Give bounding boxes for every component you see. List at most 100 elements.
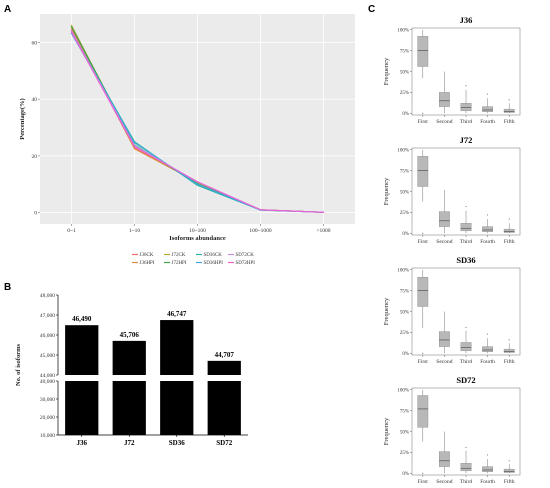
- box-outlier: [508, 460, 510, 462]
- y-tick-label: 75%: [400, 409, 409, 414]
- box-outlier: [508, 339, 510, 341]
- x-tick-label: J36: [77, 439, 88, 447]
- box-iqr: [439, 211, 450, 227]
- box-iqr: [482, 106, 493, 112]
- x-tick-label: Second: [436, 359, 452, 365]
- box-iqr: [503, 108, 515, 113]
- bar-lower-j36: [65, 381, 99, 435]
- box-panel-title: SD72: [456, 375, 475, 385]
- x-tick-label: J72: [124, 439, 135, 447]
- box-iqr: [460, 223, 472, 232]
- box-iqr: [503, 348, 515, 353]
- data-point-sd36hpi: [133, 142, 136, 144]
- y-tick-label: 25%: [400, 451, 409, 456]
- x-tick-label: >1000: [316, 228, 330, 234]
- x-tick-label: Fifth: [504, 118, 515, 125]
- x-tick-label: 10~100: [189, 228, 206, 234]
- y-tick-label: 46,000: [40, 333, 55, 339]
- box-iqr: [439, 92, 450, 107]
- data-point-sd72hpi: [322, 211, 325, 213]
- box-panel-title: J72: [460, 135, 473, 145]
- y-tick-label: 40: [32, 97, 38, 103]
- box-outlier: [487, 93, 489, 95]
- y-tick-label: 0%: [402, 232, 409, 237]
- y-tick-label: 50%: [400, 430, 409, 435]
- x-tick-label: First: [418, 479, 429, 485]
- y-tick-label: 0%: [402, 472, 409, 477]
- legend-label-j72hpi: J72HPI: [172, 261, 187, 266]
- box-outlier: [422, 352, 424, 354]
- x-tick-label: SD36: [169, 439, 185, 447]
- box-outlier: [465, 446, 467, 448]
- legend-label-j36hpi: J36HPI: [140, 261, 155, 266]
- data-point-sd72hpi: [196, 181, 199, 183]
- box-iqr: [417, 36, 429, 67]
- data-point-sd36ck: [196, 184, 199, 187]
- box-iqr: [417, 395, 429, 428]
- y-tick-label: 47,000: [40, 313, 55, 319]
- box-outlier: [487, 214, 489, 216]
- data-point-sd72hpi: [70, 31, 73, 33]
- box-panel-title: J36: [460, 15, 473, 25]
- legend-label-sd36hpi: SD36HPI: [204, 261, 224, 266]
- box-iqr: [482, 346, 493, 352]
- box-iqr: [439, 451, 450, 467]
- data-point-sd72hpi: [259, 209, 262, 211]
- box-outlier: [422, 472, 424, 474]
- x-tick-label: Fourth: [480, 479, 495, 485]
- y-tick-label: 100%: [397, 268, 409, 273]
- x-tick-label: Third: [460, 359, 472, 365]
- y-tick-label: 60: [32, 40, 38, 46]
- y-axis-title: Frequency: [383, 57, 390, 85]
- box-iqr: [439, 331, 450, 347]
- bar-lower-j72: [112, 381, 146, 435]
- bar-upper-sd36: [160, 320, 194, 375]
- x-tick-label: First: [418, 239, 429, 245]
- y-tick-label: 20: [32, 154, 38, 160]
- x-tick-label: 100~1000: [249, 228, 271, 234]
- x-tick-label: 1~10: [129, 228, 140, 234]
- box-outlier: [487, 333, 489, 335]
- x-tick-label: Fourth: [480, 239, 495, 245]
- box-iqr: [417, 277, 429, 307]
- y-axis-title: Frequency: [383, 417, 390, 445]
- legend-label-j72ck: J72CK: [172, 253, 186, 258]
- x-tick-label: Second: [436, 119, 452, 125]
- bar-value-label: 46,490: [72, 315, 92, 323]
- y-tick-label: 100%: [397, 148, 409, 153]
- panel-c-box-plots: J36 0% 25% 50% 75% 100% Frequency First Second Th…: [383, 15, 521, 485]
- legend-label-sd72hpi: SD72HPI: [236, 261, 256, 266]
- panel-a-letter: A: [4, 4, 11, 15]
- legend-label-sd72ck: SD72CK: [236, 253, 255, 258]
- y-axis-title: Frequency: [383, 177, 390, 205]
- y-tick-label: 10,000: [40, 433, 55, 439]
- bar-value-label: 44,707: [215, 351, 235, 359]
- box-outlier: [422, 232, 424, 234]
- data-point-sd72hpi: [133, 146, 136, 148]
- bar-upper-j72: [112, 340, 146, 375]
- y-tick-label: 0: [34, 211, 37, 217]
- y-tick-label: 75%: [400, 169, 409, 174]
- y-tick-label: 40,000: [40, 379, 55, 385]
- box-iqr: [460, 103, 472, 112]
- bar-upper-j36: [65, 325, 99, 375]
- box-iqr: [417, 156, 429, 187]
- box-outlier: [465, 326, 467, 328]
- legend-label-sd36ck: SD36CK: [204, 253, 223, 258]
- y-tick-label: 25%: [400, 91, 409, 96]
- x-tick-label: Fourth: [480, 119, 495, 125]
- x-tick-label: Third: [460, 239, 472, 245]
- x-axis-title: Isoforms abundance: [169, 235, 226, 242]
- box-outlier: [422, 112, 424, 114]
- data-point-j72hpi: [70, 26, 73, 28]
- box-iqr: [503, 228, 515, 233]
- y-axis-title: No. of isoforms: [15, 344, 22, 387]
- panel-a-line-chart: 0 20 40 60 0~1 1~10 10~100 100~1000 >1000 Isoform…: [19, 14, 355, 266]
- x-tick-label: First: [418, 119, 429, 125]
- y-tick-label: 25%: [400, 211, 409, 216]
- box-iqr: [460, 342, 472, 352]
- y-tick-label: 45,000: [40, 353, 55, 359]
- panel-b-letter: B: [4, 282, 11, 293]
- y-tick-label: 0%: [402, 352, 409, 357]
